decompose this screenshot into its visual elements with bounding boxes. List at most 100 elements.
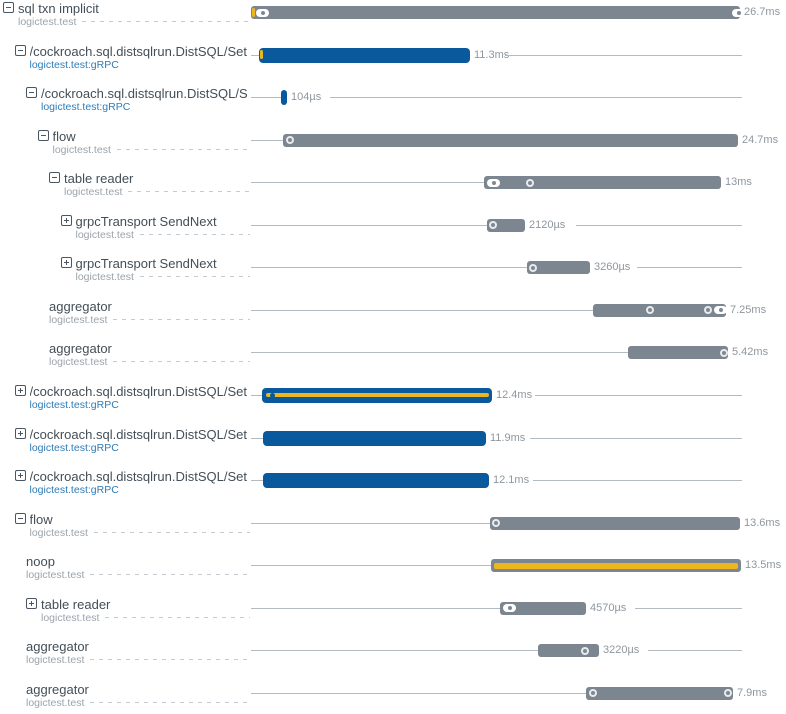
- span-subrow: logictest.test: [18, 16, 250, 28]
- span-name[interactable]: aggregator: [49, 298, 112, 314]
- collapse-icon[interactable]: [37, 129, 49, 141]
- log-marker-pill-icon[interactable]: [732, 8, 745, 17]
- timeline-lead-line: [251, 182, 484, 184]
- span-name[interactable]: flow: [52, 128, 76, 144]
- span-label: flow logictest.test: [29, 511, 250, 539]
- expand-icon[interactable]: [26, 597, 37, 609]
- timeline-trail-line: [576, 224, 742, 226]
- child-span-stripe[interactable]: [266, 393, 489, 398]
- trace-row: flow logictest.test 13.6ms: [0, 512, 786, 554]
- span-bar[interactable]: [527, 261, 590, 275]
- span-name[interactable]: aggregator: [26, 681, 89, 697]
- span-label: sql txn implicit logictest.test: [18, 1, 250, 28]
- span-label: /cockroach.sql.distsqlrun.DistSQL/Set log…: [30, 44, 251, 71]
- timeline-trail-line: [530, 437, 742, 439]
- span-bar[interactable]: [263, 473, 489, 489]
- expand-icon[interactable]: [60, 214, 72, 226]
- trace-row: aggregator logictest.test 3220µs: [0, 639, 786, 681]
- expand-icon[interactable]: [14, 470, 26, 482]
- log-marker-dot-icon[interactable]: [704, 306, 712, 315]
- log-marker-pill-icon[interactable]: [714, 306, 727, 315]
- timeline-lead-line: [251, 480, 263, 482]
- collapse-icon[interactable]: [3, 2, 14, 13]
- span-bar[interactable]: [262, 387, 492, 403]
- span-subrow: logictest.test: [49, 314, 250, 326]
- span-name[interactable]: /cockroach.sql.distsqlrun.DistSQL/Set: [29, 426, 247, 442]
- span-subrow: logictest.test: [26, 697, 250, 709]
- timeline-trail-line: [505, 54, 742, 56]
- span-service-label: logictest.test: [26, 569, 85, 582]
- log-marker-dot-icon[interactable]: [492, 519, 500, 528]
- span-bar[interactable]: [251, 6, 740, 19]
- span-name[interactable]: grpcTransport SendNext: [75, 213, 217, 229]
- trace-row: grpcTransport SendNext logictest.test 2120…: [0, 214, 786, 256]
- span-subrow: logictest.test: [64, 186, 250, 198]
- expand-icon[interactable]: [14, 384, 26, 396]
- span-subrow: logictest.test: [30, 527, 250, 539]
- collapse-icon[interactable]: [14, 512, 26, 524]
- span-bar[interactable]: [491, 559, 741, 573]
- log-marker-dot-icon[interactable]: [724, 689, 732, 698]
- span-label: aggregator logictest.test: [49, 299, 250, 326]
- span-name[interactable]: flow: [29, 511, 53, 527]
- span-bar[interactable]: [500, 601, 586, 615]
- span-bar[interactable]: [259, 47, 470, 63]
- span-label: noop logictest.test: [26, 554, 250, 581]
- log-marker-dot-icon[interactable]: [286, 136, 294, 145]
- log-marker-pill-icon[interactable]: [487, 178, 500, 187]
- log-marker-dot-icon[interactable]: [581, 646, 589, 655]
- leader-dashed-line: [93, 531, 250, 533]
- span-subrow: logictest.test: [26, 654, 250, 666]
- span-name[interactable]: noop: [26, 554, 55, 570]
- collapse-icon[interactable]: [14, 44, 26, 56]
- span-label: grpcTransport SendNext logictest.test: [75, 256, 250, 283]
- trace-row: flow logictest.test 24.7ms: [0, 129, 786, 171]
- span-label: flow logictest.test: [52, 128, 250, 156]
- span-duration-label: 104µs: [291, 91, 322, 104]
- span-bar[interactable]: [490, 516, 740, 530]
- span-name[interactable]: table reader: [41, 596, 111, 612]
- span-subrow: logictest.test:gRPC: [30, 59, 251, 71]
- span-bar[interactable]: [283, 133, 738, 147]
- span-service-label: logictest.test:gRPC: [29, 398, 119, 411]
- log-marker-dot-icon[interactable]: [526, 178, 534, 187]
- child-span-stripe[interactable]: [494, 562, 738, 569]
- span-bar[interactable]: [263, 430, 486, 446]
- span-bar[interactable]: [487, 218, 525, 232]
- span-subrow: logictest.test: [53, 144, 250, 156]
- log-marker-dot-icon[interactable]: [720, 348, 728, 357]
- collapse-icon[interactable]: [26, 87, 37, 99]
- span-name[interactable]: grpcTransport SendNext: [75, 256, 217, 272]
- span-duration-label: 11.9ms: [490, 431, 526, 444]
- timeline-trail-line: [635, 607, 742, 609]
- span-bar[interactable]: [484, 176, 721, 190]
- log-marker-pill-icon[interactable]: [503, 604, 516, 613]
- timeline-lead-line: [251, 352, 628, 354]
- expand-icon[interactable]: [60, 257, 72, 269]
- span-name[interactable]: aggregator: [49, 341, 112, 357]
- log-marker-dot-icon[interactable]: [646, 306, 654, 315]
- span-bar[interactable]: [593, 303, 726, 317]
- leader-dashed-line: [113, 318, 250, 320]
- log-marker-dot-icon[interactable]: [529, 263, 537, 272]
- timeline-lead-line: [251, 650, 538, 652]
- span-service-label: logictest.test: [41, 611, 100, 624]
- span-bar[interactable]: [628, 346, 728, 360]
- span-name[interactable]: aggregator: [26, 639, 89, 655]
- span-bar[interactable]: [586, 686, 733, 700]
- log-marker-pill-icon[interactable]: [256, 8, 269, 17]
- leader-dashed-line: [116, 148, 250, 150]
- log-marker-dot-icon[interactable]: [489, 221, 497, 230]
- span-name[interactable]: /cockroach.sql.distsqlrun.DistSQL/Set: [29, 43, 247, 59]
- collapse-icon[interactable]: [49, 172, 60, 184]
- span-name[interactable]: /cockroach.sql.distsqlrun.DistSQL/Set: [29, 383, 247, 399]
- span-bar[interactable]: [281, 90, 287, 106]
- expand-icon[interactable]: [14, 427, 26, 439]
- log-marker-dot-icon[interactable]: [589, 689, 597, 698]
- span-name[interactable]: sql txn implicit: [18, 1, 99, 16]
- span-name[interactable]: table reader: [64, 171, 134, 187]
- span-bar[interactable]: [538, 644, 599, 658]
- span-name[interactable]: /cockroach.sql.distsqlrun.DistSQL/S: [41, 86, 248, 102]
- span-name[interactable]: /cockroach.sql.distsqlrun.DistSQL/Set: [29, 469, 247, 485]
